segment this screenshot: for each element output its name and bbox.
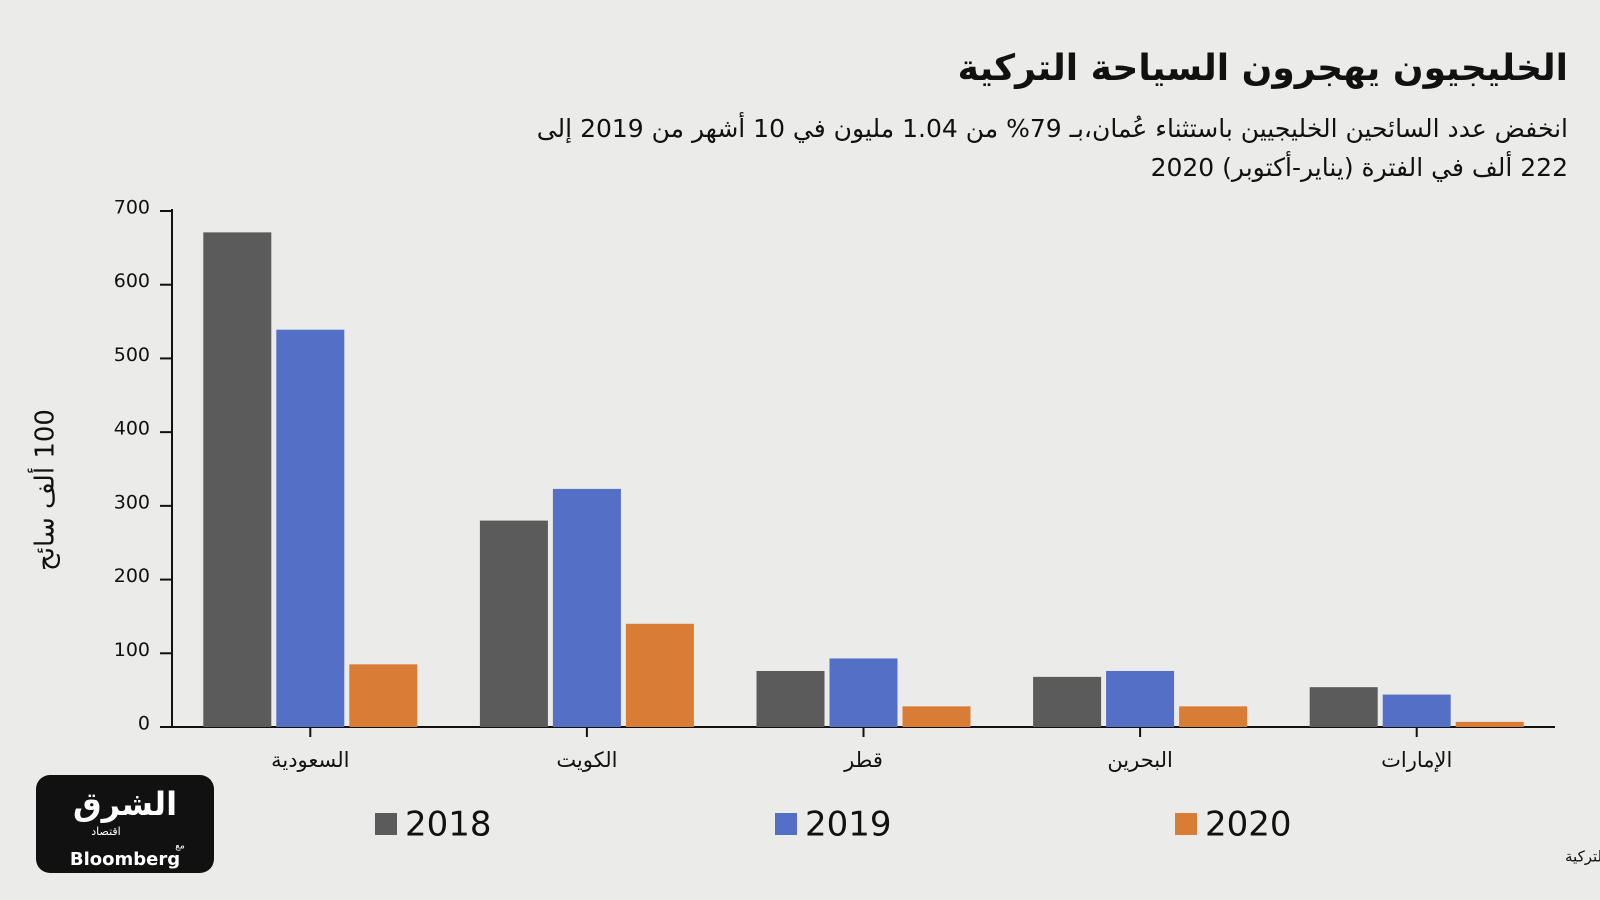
x-tick-label: الكويت	[556, 748, 617, 772]
subtitle: 222 ألف في الفترة (يناير-أكتوبر) 2020	[1150, 153, 1568, 182]
logo-brand: الشرق	[73, 785, 177, 823]
logo-sub: اقتصاد	[91, 825, 120, 838]
bar	[552, 488, 621, 727]
bar	[902, 706, 971, 727]
y-tick-label: 500	[114, 344, 150, 366]
bar	[1033, 676, 1102, 727]
x-tick-label: الإمارات	[1381, 748, 1452, 772]
bar	[203, 232, 272, 727]
legend-swatch	[775, 813, 797, 835]
bar	[625, 623, 694, 727]
y-tick-label: 100	[114, 639, 150, 661]
logo-partner: Bloomberg	[70, 849, 180, 870]
bar	[1309, 687, 1378, 727]
y-tick-label: 400	[114, 418, 150, 440]
source: المصدر:وزارة السياحة التركية	[1565, 848, 1600, 866]
x-tick-label: البحرين	[1107, 748, 1173, 772]
y-tick-label: 200	[114, 565, 150, 587]
x-tick-label: السعودية	[271, 748, 349, 772]
bar	[1382, 694, 1451, 727]
bar	[276, 329, 345, 727]
logo-with: مع	[175, 842, 185, 852]
bar	[1455, 721, 1524, 727]
legend-swatch	[1175, 813, 1197, 835]
legend-label: 2020	[1205, 805, 1292, 845]
bar	[349, 664, 418, 727]
y-tick-label: 700	[114, 197, 150, 219]
y-tick-label: 600	[114, 270, 150, 292]
bar	[479, 520, 548, 727]
y-tick-label: 300	[114, 491, 150, 513]
legend-swatch	[375, 813, 397, 835]
bar	[1179, 706, 1248, 727]
bar	[1106, 670, 1175, 727]
legend-label: 2018	[405, 805, 492, 845]
legend-label: 2019	[805, 805, 892, 845]
bar	[829, 658, 898, 727]
subtitle: انخفض عدد السائحين الخليجيين باستثناء عُ…	[536, 114, 1568, 143]
chart-title: الخليجيون يهجرون السياحة التركية	[957, 48, 1568, 89]
y-tick-label: 0	[138, 713, 150, 735]
logo-box	[36, 775, 214, 873]
x-tick-label: قطر	[843, 748, 883, 772]
bar	[756, 670, 825, 727]
y-axis-label: 100 ألف سائح	[27, 409, 61, 571]
